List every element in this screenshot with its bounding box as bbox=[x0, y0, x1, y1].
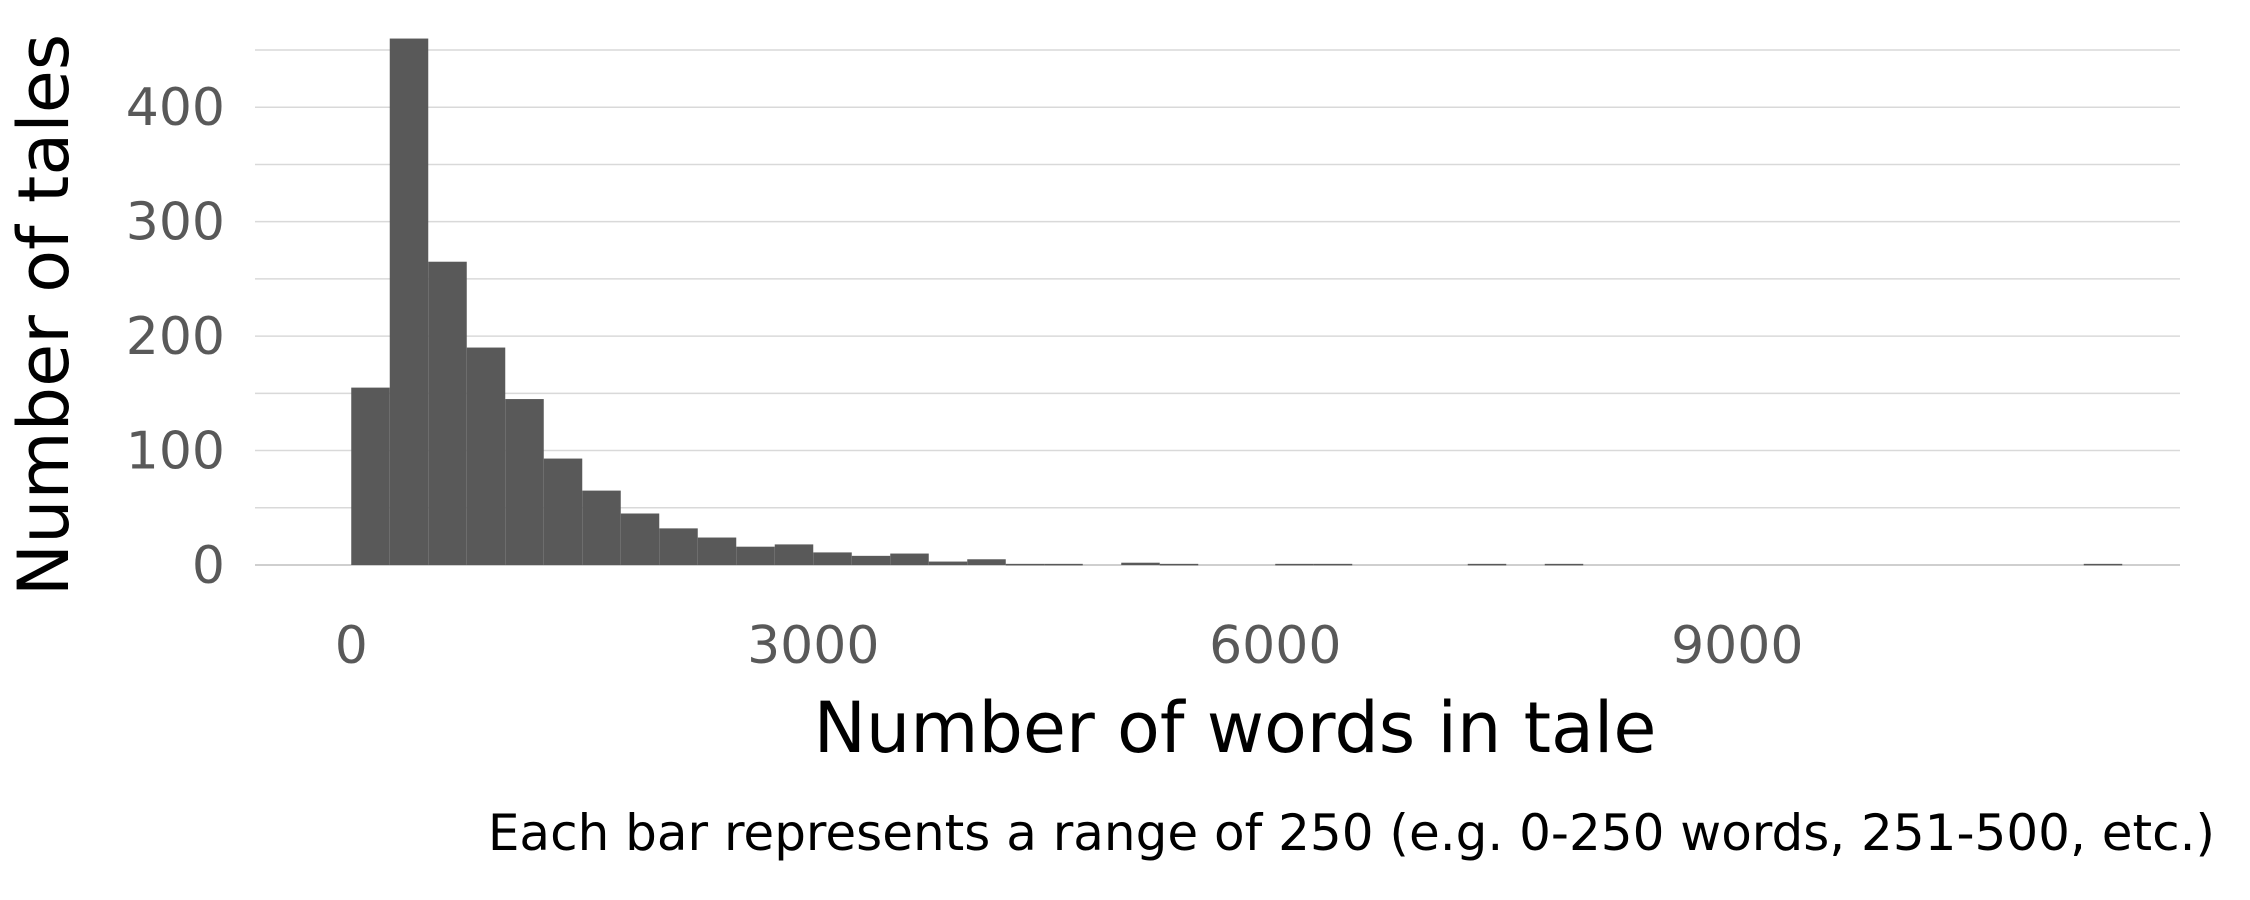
histogram-bar bbox=[1313, 563, 1353, 566]
histogram-bar bbox=[1544, 563, 1584, 566]
histogram-bar bbox=[582, 490, 621, 565]
y-tick-label: 400 bbox=[126, 78, 225, 138]
histogram-bar bbox=[1044, 563, 1083, 566]
y-tick-label: 200 bbox=[126, 307, 225, 367]
histogram-bar bbox=[1467, 563, 1507, 566]
histogram-bar bbox=[620, 513, 660, 565]
histogram-bar bbox=[736, 546, 775, 565]
x-axis-ticks: 0 3000 6000 9000 bbox=[335, 616, 1804, 676]
histogram-bar bbox=[1005, 563, 1045, 566]
histogram-bar bbox=[466, 347, 506, 565]
bin-note: Each bar represents a range of 250 (e.g.… bbox=[488, 804, 2215, 862]
x-tick-label: 3000 bbox=[747, 616, 879, 676]
x-axis-title: Number of words in tale bbox=[814, 687, 1657, 769]
y-axis-title: Number of tales bbox=[3, 34, 85, 597]
y-tick-label: 100 bbox=[126, 422, 225, 482]
x-tick-label: 9000 bbox=[1671, 616, 1803, 676]
histogram-bar bbox=[851, 555, 891, 565]
histogram-bar bbox=[505, 399, 544, 565]
bars bbox=[351, 38, 2123, 566]
gridlines bbox=[255, 49, 2180, 566]
histogram-bar bbox=[428, 261, 467, 565]
histogram-bar bbox=[2083, 563, 2123, 566]
x-tick-label: 6000 bbox=[1209, 616, 1341, 676]
histogram-bar bbox=[1121, 562, 1160, 565]
y-tick-label: 0 bbox=[192, 536, 225, 596]
histogram-bar bbox=[928, 561, 968, 565]
histogram-bar bbox=[659, 528, 698, 565]
histogram-bar bbox=[389, 38, 429, 566]
x-tick-label: 0 bbox=[335, 616, 368, 676]
histogram-bar bbox=[1159, 563, 1199, 566]
histogram-bar bbox=[697, 537, 737, 565]
histogram-bar bbox=[890, 553, 929, 565]
y-axis-ticks: 0 100 200 300 400 bbox=[126, 78, 225, 596]
y-tick-label: 300 bbox=[126, 193, 225, 253]
histogram-bar bbox=[813, 552, 852, 565]
histogram-bar bbox=[967, 559, 1006, 565]
histogram-bar bbox=[1275, 563, 1314, 566]
histogram-bar bbox=[774, 544, 814, 565]
histogram-bar bbox=[543, 458, 583, 565]
histogram-bar bbox=[351, 387, 390, 565]
